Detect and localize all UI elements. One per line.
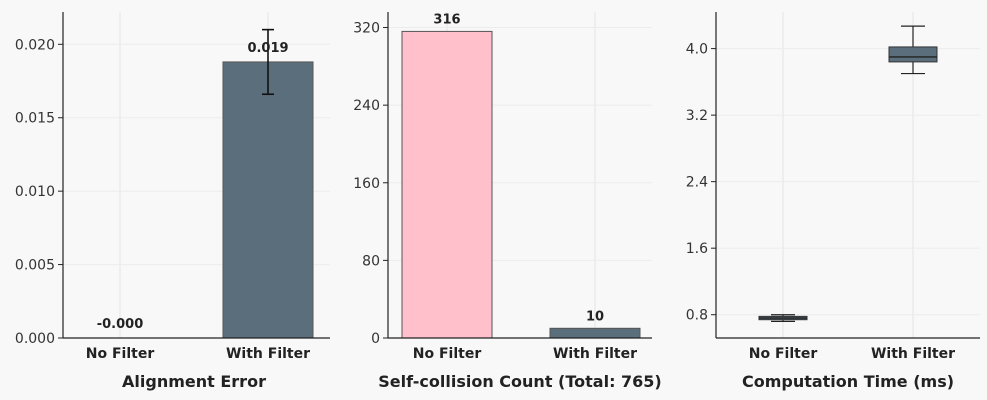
y-tick-label: 0: [371, 331, 380, 347]
bar: [222, 61, 314, 339]
marks: [758, 25, 938, 322]
bar: [401, 30, 493, 339]
y-tick-label: 4.0: [686, 42, 708, 58]
x-axis-label: Alignment Error: [122, 372, 266, 391]
bar: [549, 327, 641, 339]
y-tick-label: 0.8: [686, 308, 708, 324]
y-ticks: 0.000 0.005 0.010 0.015 0.020: [15, 37, 63, 347]
y-tick-label: 0.000: [15, 331, 55, 347]
y-ticks: 0 80 160 240 320: [353, 21, 388, 347]
data-label: 10: [586, 309, 604, 324]
y-tick-label: 0.010: [15, 184, 55, 200]
category-label: With Filter: [871, 346, 955, 362]
y-ticks: 0.8 1.6 2.4 3.2 4.0: [686, 42, 716, 324]
y-tick-label: 160: [353, 176, 380, 192]
data-label: -0.000: [97, 317, 144, 332]
y-tick-label: 320: [353, 21, 380, 37]
category-label: With Filter: [553, 346, 637, 362]
y-tick-label: 0.015: [15, 111, 55, 127]
panel-self-collision-count: 316 10 0 80 160 240 320 No Filter With Filter…: [353, 12, 662, 391]
y-tick-label: 3.2: [686, 108, 708, 124]
x-axis-label: Self-collision Count (Total: 765): [378, 372, 662, 391]
panel-alignment-error: -0.000 0.019 0.000 0.005 0.010 0.015 0.020 No…: [15, 12, 330, 391]
y-tick-label: 0.020: [15, 37, 55, 53]
category-label: No Filter: [413, 346, 482, 362]
x-axis-label: Computation Time (ms): [742, 372, 954, 391]
category-label: No Filter: [86, 346, 155, 362]
box: [888, 46, 938, 63]
y-tick-label: 1.6: [686, 241, 708, 257]
y-tick-label: 240: [353, 98, 380, 114]
marks: -0.000 0.019: [97, 28, 314, 339]
y-tick-label: 80: [362, 253, 380, 269]
category-label: With Filter: [226, 346, 310, 362]
category-label: No Filter: [749, 346, 818, 362]
data-label: 0.019: [247, 41, 288, 56]
grid: [716, 12, 980, 338]
marks: 316 10: [401, 12, 641, 339]
panel-computation-time: 0.8 1.6 2.4 3.2 4.0 No Filter With Filter Co…: [686, 12, 980, 391]
data-label: 316: [433, 12, 460, 27]
y-tick-label: 0.005: [15, 258, 55, 274]
y-tick-label: 2.4: [686, 175, 708, 191]
